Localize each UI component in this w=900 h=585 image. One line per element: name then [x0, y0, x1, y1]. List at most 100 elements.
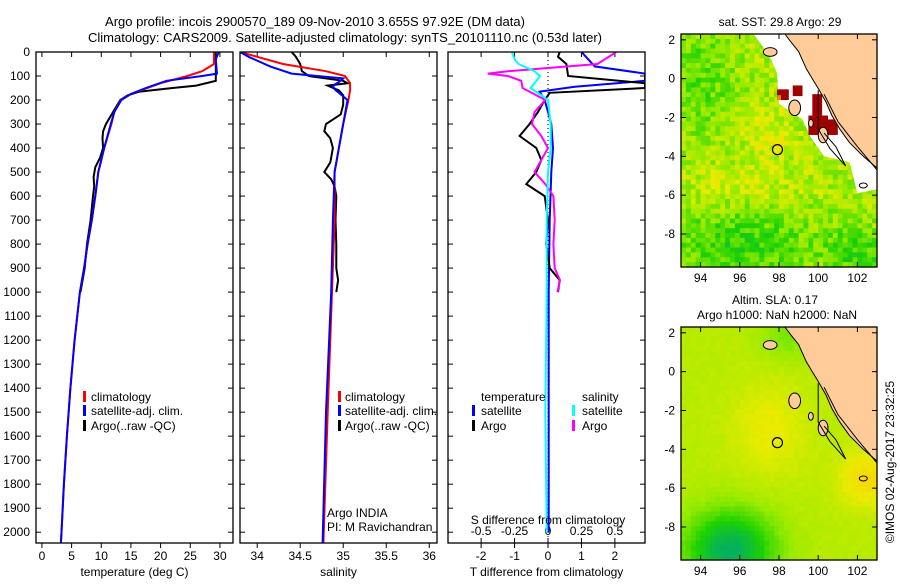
map-subtitle-sla: Argo h1000: NaN h2000: NaN — [697, 308, 857, 322]
map-cell — [823, 433, 829, 440]
map-cell — [867, 252, 873, 258]
y-tick-label: 400 — [10, 141, 30, 155]
map-cell — [690, 111, 697, 118]
map-cell — [764, 336, 770, 343]
map-cell — [862, 492, 868, 498]
map-cell — [739, 218, 746, 224]
legend-label-climatology: climatology — [345, 390, 405, 404]
map-cell — [793, 242, 800, 249]
map-cell — [828, 223, 834, 229]
map-cell — [695, 228, 702, 234]
map-cell — [705, 82, 711, 88]
map-cell — [813, 218, 819, 224]
map-cell — [828, 194, 834, 200]
map-cell — [852, 199, 858, 205]
map-cell — [774, 257, 780, 263]
map-cell — [744, 424, 751, 430]
map-cell — [739, 169, 746, 176]
map-cell — [710, 438, 716, 445]
map-cell — [685, 453, 692, 459]
map-cell — [720, 346, 726, 352]
map-cell — [710, 102, 716, 108]
map-cell — [720, 351, 726, 357]
map-cell — [749, 199, 756, 205]
map-cell — [749, 365, 756, 372]
map-cell — [852, 194, 858, 200]
map-cell — [774, 242, 780, 249]
map-cell — [685, 428, 692, 435]
map-cell — [725, 550, 731, 556]
island — [788, 392, 802, 410]
legend-label-t-satellite: satellite — [481, 404, 522, 418]
map-cell — [813, 530, 819, 537]
map-cell — [685, 97, 692, 103]
map-cell — [779, 233, 785, 239]
map-cell — [808, 530, 814, 537]
map-cell — [739, 361, 746, 367]
map-cell — [710, 365, 716, 372]
map-cell — [720, 228, 726, 234]
map-cell — [774, 116, 780, 122]
argo-position-marker — [771, 144, 784, 156]
map-cell — [754, 58, 760, 64]
map-cell — [705, 208, 711, 215]
map-cell — [769, 223, 775, 229]
map-cell — [798, 160, 805, 166]
map-cell — [705, 526, 711, 532]
map-cell — [749, 106, 756, 113]
map-cell — [847, 453, 854, 459]
map-cell — [769, 448, 775, 454]
map-cell — [842, 443, 849, 449]
map-cell — [832, 433, 839, 440]
x-axis-label: temperature (deg C) — [80, 565, 188, 579]
map-cell — [774, 370, 780, 377]
map-cell — [730, 87, 736, 93]
map-cell — [862, 237, 868, 244]
map-cell — [690, 501, 697, 508]
map-cell — [759, 331, 765, 338]
map-cell — [690, 131, 697, 137]
map-cell — [685, 331, 692, 338]
map-cell — [803, 404, 809, 411]
map-cell — [715, 72, 721, 79]
x-tick-label: 35 — [337, 549, 351, 563]
map-cell — [710, 179, 716, 186]
map-cell — [700, 68, 707, 74]
map-cell — [842, 516, 849, 522]
map-cell — [690, 34, 697, 40]
map-cell — [685, 399, 692, 406]
map-cell — [828, 237, 834, 244]
map-cell — [818, 155, 824, 161]
map-cell — [690, 331, 697, 338]
map-cell — [739, 443, 746, 449]
map-cell — [818, 540, 824, 547]
y-tick-label: 1100 — [4, 309, 30, 323]
map-cell — [837, 535, 844, 542]
map-cell — [710, 443, 716, 449]
map-cell — [764, 433, 770, 440]
map-cell — [715, 336, 721, 343]
map-cell — [710, 58, 716, 64]
map-cell — [734, 409, 741, 415]
map-cell — [749, 385, 756, 391]
map-cell — [764, 477, 770, 483]
map-cell — [759, 160, 765, 166]
difference-s-axis-label: S difference from climatology — [471, 513, 626, 527]
map-cell — [808, 555, 814, 561]
map-cell — [788, 409, 795, 415]
map-cell — [710, 184, 716, 190]
map-cell — [749, 43, 756, 50]
map-cell — [759, 336, 765, 343]
map-cell — [793, 540, 800, 547]
map-cell — [759, 121, 765, 127]
map-cell — [715, 252, 721, 258]
map-cell — [779, 545, 785, 551]
map-cell — [754, 331, 760, 338]
map-cell — [803, 135, 809, 142]
map-cell — [681, 43, 687, 50]
map-cell — [783, 462, 790, 469]
map-cell — [700, 218, 707, 224]
map-cell — [818, 472, 824, 479]
map-cell — [862, 496, 868, 503]
map-cell — [734, 472, 741, 479]
